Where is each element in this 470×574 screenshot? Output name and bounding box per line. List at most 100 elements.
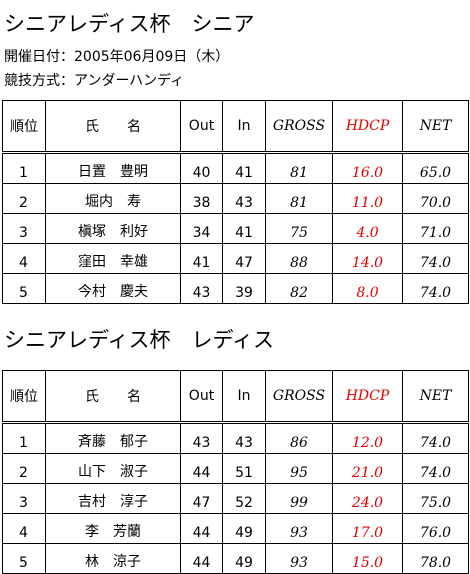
data-cell: 38	[180, 183, 223, 214]
data-cell: 11.0	[332, 183, 403, 214]
data-cell: 70.0	[402, 183, 469, 214]
data-cell: 14.0	[332, 243, 403, 274]
data-cell: 93	[265, 513, 333, 544]
data-cell: 4.0	[332, 213, 403, 244]
data-cell: 40	[180, 152, 223, 184]
header-row: 順位氏 名 Out In GROSS HDCP NET	[2, 370, 469, 424]
data-cell: 2	[2, 453, 46, 484]
data-cell: 88	[265, 243, 333, 274]
data-cell: 44	[180, 513, 223, 544]
data-cell: 林 涼子	[45, 543, 181, 574]
data-cell: 95	[265, 453, 333, 484]
info-line: 開催日付：2005年06月09日（木）	[4, 49, 230, 65]
data-cell: 4	[2, 243, 46, 274]
data-cell: 1	[2, 422, 46, 454]
data-cell: 39	[222, 273, 266, 304]
data-cell: 槇塚 利好	[45, 213, 181, 244]
data-cell: 5	[2, 273, 46, 304]
data-cell: 43	[180, 422, 223, 454]
data-cell: 41	[222, 152, 266, 184]
data-cell: 75.0	[402, 483, 469, 514]
data-row: 5 今村 慶夫 43 39 82 8.0 74.0	[2, 273, 469, 304]
header-row: 順位氏 名 Out In GROSS HDCP NET	[2, 100, 469, 154]
data-cell: 65.0	[402, 152, 469, 184]
section-title: シニアレディス杯 レディス	[4, 328, 275, 352]
header-cell: GROSS	[265, 100, 333, 154]
data-cell: 78.0	[402, 543, 469, 574]
header-cell: GROSS	[265, 370, 333, 424]
data-cell: 41	[180, 243, 223, 274]
data-cell: 山下 淑子	[45, 453, 181, 484]
data-cell: 21.0	[332, 453, 403, 484]
data-row: 2 堀内 寿 38 43 81 11.0 70.0	[2, 183, 469, 214]
data-cell: 43	[222, 183, 266, 214]
section-title: シニアレディス杯 シニア	[4, 12, 255, 36]
data-cell: 44	[180, 453, 223, 484]
data-cell: 17.0	[332, 513, 403, 544]
data-cell: 71.0	[402, 213, 469, 244]
data-cell: 82	[265, 273, 333, 304]
data-cell: 3	[2, 483, 46, 514]
data-cell: 47	[180, 483, 223, 514]
data-cell: 斉藤 郁子	[45, 422, 181, 454]
header-cell: 順位	[2, 370, 46, 424]
data-cell: 75	[265, 213, 333, 244]
header-cell: NET	[402, 370, 469, 424]
data-cell: 李 芳蘭	[45, 513, 181, 544]
data-cell: 日置 豊明	[45, 152, 181, 184]
header-cell: 氏 名	[45, 100, 181, 154]
data-cell: 76.0	[402, 513, 469, 544]
header-cell: NET	[402, 100, 469, 154]
data-cell: 47	[222, 243, 266, 274]
data-row: 3 槇塚 利好 34 41 75 4.0 71.0	[2, 213, 469, 244]
data-cell: 81	[265, 183, 333, 214]
data-cell: 4	[2, 513, 46, 544]
data-cell: 8.0	[332, 273, 403, 304]
header-cell: In	[222, 100, 266, 154]
data-cell: 74.0	[402, 422, 469, 454]
data-cell: 今村 慶夫	[45, 273, 181, 304]
data-cell: 2	[2, 183, 46, 214]
data-row: 1 斉藤 郁子 43 43 86 12.0 74.0	[2, 422, 469, 454]
data-cell: 43	[222, 422, 266, 454]
info-line: 競技方式：アンダーハンディ	[4, 73, 185, 89]
data-row: 2 山下 淑子 44 51 95 21.0 74.0	[2, 453, 469, 484]
data-cell: 74.0	[402, 273, 469, 304]
data-cell: 74.0	[402, 453, 469, 484]
data-cell: 81	[265, 152, 333, 184]
data-cell: 12.0	[332, 422, 403, 454]
data-cell: 窪田 幸雄	[45, 243, 181, 274]
data-cell: 51	[222, 453, 266, 484]
result-table: 順位氏 名 Out In GROSS HDCP NET 1 斉藤 郁子 43 43 86 12.0 74…	[2, 370, 469, 574]
data-cell: 3	[2, 213, 46, 244]
data-cell: 93	[265, 543, 333, 574]
header-cell: Out	[180, 370, 223, 424]
header-cell: HDCP	[332, 100, 403, 154]
data-cell: 49	[222, 543, 266, 574]
data-cell: 41	[222, 213, 266, 244]
data-cell: 74.0	[402, 243, 469, 274]
data-cell: 86	[265, 422, 333, 454]
data-cell: 44	[180, 543, 223, 574]
data-cell: 5	[2, 543, 46, 574]
data-row: 4 窪田 幸雄 41 47 88 14.0 74.0	[2, 243, 469, 274]
data-cell: 1	[2, 152, 46, 184]
data-cell: 52	[222, 483, 266, 514]
data-cell: 16.0	[332, 152, 403, 184]
data-cell: 43	[180, 273, 223, 304]
data-row: 1 日置 豊明 40 41 81 16.0 65.0	[2, 152, 469, 184]
header-cell: HDCP	[332, 370, 403, 424]
data-cell: 24.0	[332, 483, 403, 514]
header-cell: In	[222, 370, 266, 424]
data-cell: 15.0	[332, 543, 403, 574]
data-cell: 49	[222, 513, 266, 544]
result-table: 順位氏 名 Out In GROSS HDCP NET 1 日置 豊明 40 41 81 16.0 65…	[2, 100, 469, 304]
data-row: 3 吉村 淳子 47 52 99 24.0 75.0	[2, 483, 469, 514]
header-cell: 順位	[2, 100, 46, 154]
data-cell: 堀内 寿	[45, 183, 181, 214]
header-cell: 氏 名	[45, 370, 181, 424]
header-cell: Out	[180, 100, 223, 154]
